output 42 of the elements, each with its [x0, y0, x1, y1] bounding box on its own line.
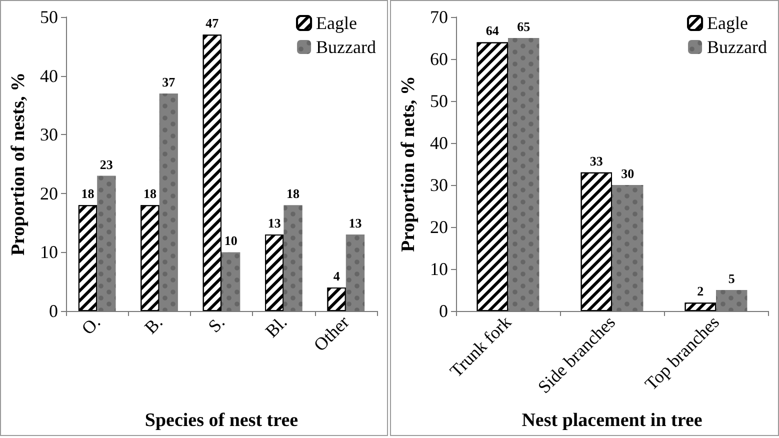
- y-tick-label: 40: [430, 133, 448, 153]
- x-tick-label: B.: [140, 312, 166, 338]
- data-label: 13: [348, 216, 362, 231]
- data-label: 18: [81, 186, 95, 202]
- data-label: 13: [268, 216, 282, 231]
- data-label: 10: [224, 233, 238, 248]
- x-tick-label: S.: [204, 312, 229, 336]
- data-label: 18: [286, 186, 300, 202]
- x-axis-title: Nest placement in tree: [522, 410, 702, 431]
- legend-label: Eagle: [707, 13, 748, 33]
- data-label: 2: [697, 284, 704, 299]
- data-label: 5: [728, 271, 736, 286]
- data-label: 37: [162, 74, 176, 90]
- x-axis-title: Species of nest tree: [144, 410, 298, 431]
- data-label: 47: [206, 16, 220, 31]
- data-label: 64: [486, 23, 500, 38]
- data-label: 33: [590, 153, 604, 168]
- legend-label: Buzzard: [707, 37, 767, 57]
- y-tick-label: 70: [430, 7, 448, 27]
- y-tick-label: 50: [430, 91, 448, 111]
- x-tick-label: Bl.: [261, 312, 291, 342]
- x-tick-label: O.: [78, 312, 104, 338]
- y-tick-label: 50: [40, 7, 58, 27]
- y-tick-label: 60: [430, 49, 448, 69]
- data-label: 4: [333, 268, 340, 284]
- y-tick-label: 30: [40, 124, 58, 145]
- y-axis-title: Proportion of nests, %: [8, 72, 29, 256]
- legend-label: Eagle: [316, 13, 358, 33]
- data-label: 65: [517, 19, 531, 34]
- data-label: 18: [143, 186, 157, 202]
- y-tick-label: 0: [49, 301, 58, 321]
- y-tick-label: 30: [430, 175, 448, 195]
- legend-label: Buzzard: [316, 37, 376, 57]
- y-tick-label: 40: [40, 66, 58, 86]
- y-tick-label: 10: [40, 242, 58, 262]
- y-tick-label: 20: [430, 217, 448, 237]
- data-label: 23: [100, 156, 114, 172]
- y-tick-label: 10: [430, 259, 448, 279]
- y-tick-label: 0: [439, 301, 448, 321]
- y-axis-title: Proportion of nets, %: [398, 76, 419, 252]
- data-label: 30: [621, 166, 634, 181]
- y-tick-label: 20: [40, 183, 58, 204]
